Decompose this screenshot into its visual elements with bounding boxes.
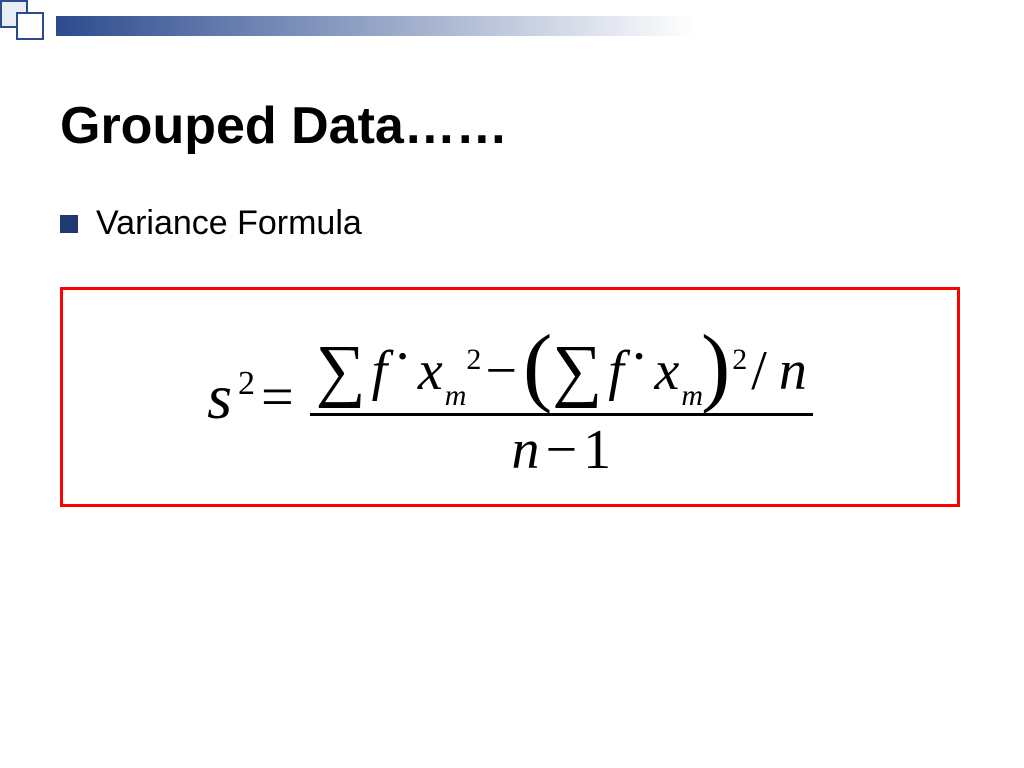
n-symbol: n bbox=[773, 341, 807, 403]
left-paren: ( bbox=[523, 319, 552, 416]
formula-box: s 2 = ∑ f · x m 2 − ( ∑ f · x m ) 2 / bbox=[60, 287, 960, 507]
dot-operator: · bbox=[387, 327, 418, 389]
squared-exponent: 2 bbox=[466, 343, 481, 376]
n-symbol: n bbox=[512, 420, 540, 482]
gradient-bar bbox=[56, 16, 696, 36]
denominator: n − 1 bbox=[506, 416, 618, 486]
header-decor bbox=[0, 0, 1024, 36]
equals-sign: = bbox=[255, 363, 310, 430]
squared-exponent: 2 bbox=[732, 343, 747, 376]
sigma-icon: ∑ bbox=[552, 332, 608, 409]
corner-squares bbox=[0, 0, 56, 28]
m-subscript: m bbox=[445, 379, 467, 412]
variance-formula: s 2 = ∑ f · x m 2 − ( ∑ f · x m ) 2 / bbox=[207, 309, 813, 486]
f-symbol: f bbox=[372, 341, 388, 403]
bullet-row: Variance Formula bbox=[0, 156, 1024, 243]
x-symbol: x bbox=[418, 341, 443, 403]
s-exponent: 2 bbox=[232, 365, 255, 401]
slash-operator: / bbox=[745, 341, 773, 403]
dot-operator: · bbox=[624, 327, 655, 389]
title-region: Grouped Data…… bbox=[0, 36, 1024, 156]
lhs: s 2 bbox=[207, 365, 255, 429]
bullet-text: Variance Formula bbox=[96, 204, 362, 243]
x-symbol: x bbox=[654, 341, 679, 403]
page-title: Grouped Data…… bbox=[60, 96, 1024, 156]
s-symbol: s bbox=[207, 365, 232, 429]
one-literal: 1 bbox=[583, 420, 611, 482]
sigma-icon: ∑ bbox=[316, 332, 372, 409]
square-icon bbox=[16, 12, 44, 40]
fraction: ∑ f · x m 2 − ( ∑ f · x m ) 2 / n n bbox=[310, 309, 813, 486]
minus-operator: − bbox=[479, 341, 523, 403]
f-symbol: f bbox=[608, 341, 624, 403]
minus-operator: − bbox=[540, 420, 584, 482]
bullet-square-icon bbox=[60, 215, 78, 233]
right-paren: ) bbox=[701, 319, 730, 416]
m-subscript: m bbox=[681, 379, 703, 412]
numerator: ∑ f · x m 2 − ( ∑ f · x m ) 2 / n bbox=[310, 309, 813, 414]
